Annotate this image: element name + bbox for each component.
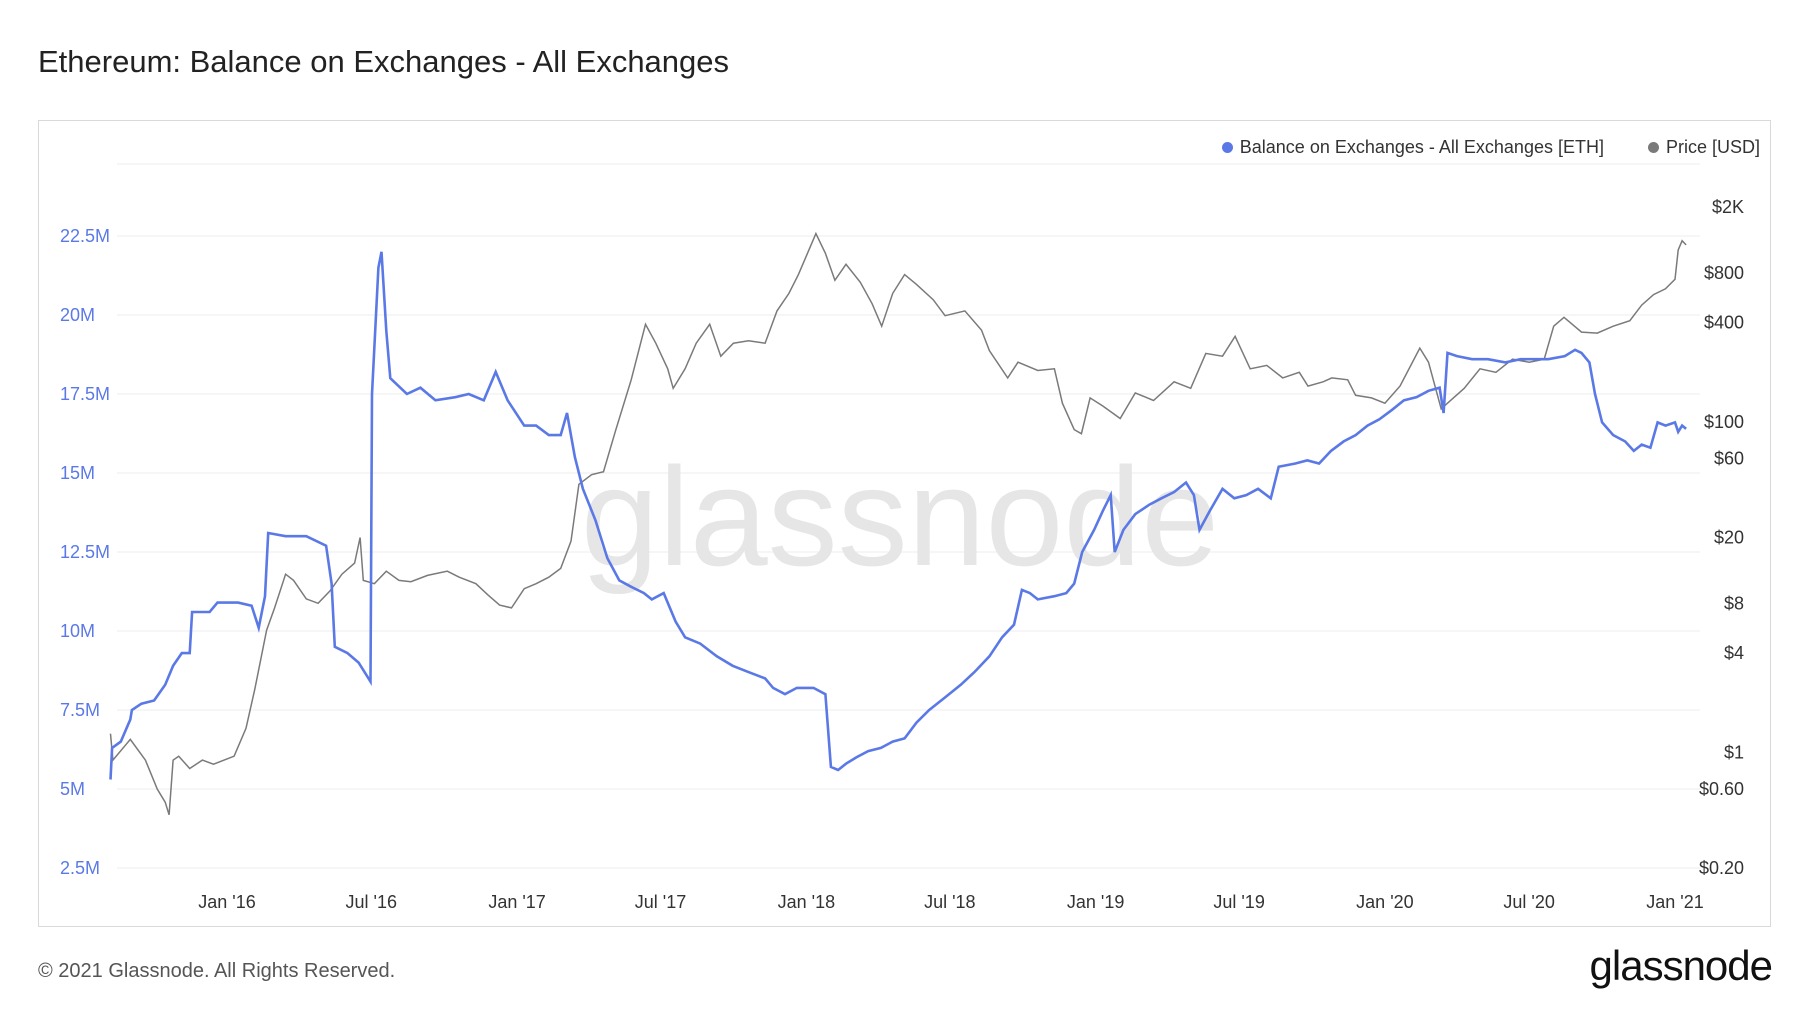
- balance-legend-dot: [1221, 142, 1233, 153]
- y-axis-left-labels: 2.5M 5M 7.5M 10M 12.5M 15M 17.5M 20M 22.5M: [60, 226, 110, 878]
- chart-frame: [38, 120, 1771, 927]
- y-right-tick-label: $100: [1704, 412, 1744, 432]
- balance-series-line: [109, 251, 1687, 780]
- brand-logo[interactable]: glassnode: [1589, 942, 1773, 989]
- legend-label-balance: Balance on Exchanges - All Exchanges [ET…: [1239, 137, 1604, 157]
- y-right-tick-label: $8: [1724, 593, 1744, 613]
- x-tick-label: Jul '18: [924, 892, 975, 912]
- y-left-tick-label: 17.5M: [60, 384, 110, 404]
- y-left-tick-label: 10M: [60, 621, 95, 641]
- x-tick-label: Jul '19: [1213, 892, 1264, 912]
- price-legend-dot: [1647, 142, 1659, 153]
- y-axis-right-labels: $0.20 $0.60 $1 $4 $8 $20 $60 $100 $400 $800 $2K: [1699, 197, 1744, 878]
- x-tick-label: Jan '16: [198, 892, 255, 912]
- y-right-tick-label: $4: [1724, 643, 1744, 663]
- y-right-tick-label: $0.60: [1699, 779, 1744, 799]
- y-right-tick-label: $1: [1724, 742, 1744, 762]
- x-tick-label: Jul '16: [346, 892, 397, 912]
- y-right-tick-label: $20: [1714, 528, 1744, 548]
- chart-title: Ethereum: Balance on Exchanges - All Exc…: [38, 44, 730, 79]
- x-tick-label: Jan '19: [1067, 892, 1124, 912]
- grid-lines: [117, 163, 1700, 869]
- x-tick-label: Jan '18: [778, 892, 835, 912]
- y-left-tick-label: 12.5M: [60, 542, 110, 562]
- x-tick-label: Jul '17: [635, 892, 686, 912]
- y-right-tick-label: $0.20: [1699, 858, 1744, 878]
- legend-item-price[interactable]: Price [USD]: [1647, 137, 1760, 158]
- y-left-tick-label: 5M: [60, 779, 85, 799]
- y-left-tick-label: 22.5M: [60, 226, 110, 246]
- copyright-footer: © 2021 Glassnode. All Rights Reserved.: [38, 960, 396, 982]
- legend-item-balance[interactable]: Balance on Exchanges - All Exchanges [ET…: [1221, 137, 1604, 158]
- y-left-tick-label: 15M: [60, 463, 95, 483]
- y-left-tick-label: 2.5M: [60, 858, 100, 878]
- y-left-tick-label: 20M: [60, 305, 95, 325]
- y-right-tick-label: $60: [1714, 449, 1744, 469]
- chart-legend: Balance on Exchanges - All Exchanges [ET…: [1221, 137, 1760, 158]
- legend-label-price: Price [USD]: [1665, 137, 1760, 157]
- x-tick-label: Jul '20: [1503, 892, 1554, 912]
- x-axis-labels: Jan '16 Jul '16 Jan '17 Jul '17 Jan '18 Jul '…: [198, 892, 1703, 912]
- x-tick-label: Jan '21: [1646, 892, 1703, 912]
- x-tick-label: Jan '20: [1356, 892, 1413, 912]
- watermark: glassnode: [581, 438, 1219, 595]
- x-tick-label: Jan '17: [488, 892, 545, 912]
- y-right-tick-label: $800: [1704, 263, 1744, 283]
- y-right-tick-label: $2K: [1712, 197, 1744, 217]
- y-left-tick-label: 7.5M: [60, 700, 100, 720]
- y-right-tick-label: $400: [1704, 313, 1744, 333]
